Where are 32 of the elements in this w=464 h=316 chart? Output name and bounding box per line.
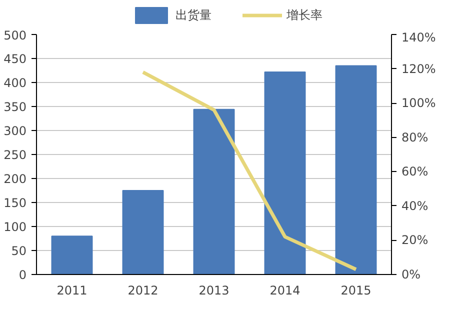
- bar: [51, 236, 93, 274]
- line-series: [141, 70, 358, 272]
- y-tick-label: 450: [4, 52, 26, 66]
- bar: [264, 71, 306, 274]
- x-tick-label: 2013: [198, 284, 230, 298]
- legend-label: 出货量: [176, 6, 212, 24]
- bar: [193, 108, 235, 274]
- y-tick-label: 50: [11, 244, 27, 258]
- y-tick-label: 350: [4, 100, 26, 114]
- y2-tick-label: 0%: [402, 268, 421, 282]
- y2-tick-label: 20%: [402, 233, 428, 248]
- bar: [122, 190, 164, 274]
- y2-tick-label: 100%: [402, 96, 436, 110]
- y-tick-label: 100: [4, 220, 26, 234]
- y-tick-label: 0: [18, 268, 27, 282]
- x-tick-label: 2015: [340, 284, 372, 298]
- y2-tick-label: 80%: [402, 130, 428, 144]
- x-tick-label: 2011: [56, 284, 88, 298]
- y2-tick-label: 120%: [402, 62, 436, 76]
- y-tick-label: 150: [4, 196, 26, 210]
- y-tick-label: 500: [4, 28, 26, 42]
- y-tick-label: 200: [4, 172, 26, 186]
- y2-tick-label: 60%: [402, 164, 428, 179]
- y-tick-label: 300: [4, 124, 26, 138]
- bar: [335, 65, 377, 274]
- x-tick-label: 2014: [270, 284, 300, 298]
- y2-tick-label: 40%: [402, 198, 428, 213]
- x-tick-label: 2012: [128, 284, 158, 298]
- y-tick-label: 250: [4, 148, 26, 162]
- legend-label: 增长率: [286, 6, 322, 24]
- y2-tick-label: 140%: [402, 30, 436, 44]
- y-tick-label: 400: [4, 76, 26, 90]
